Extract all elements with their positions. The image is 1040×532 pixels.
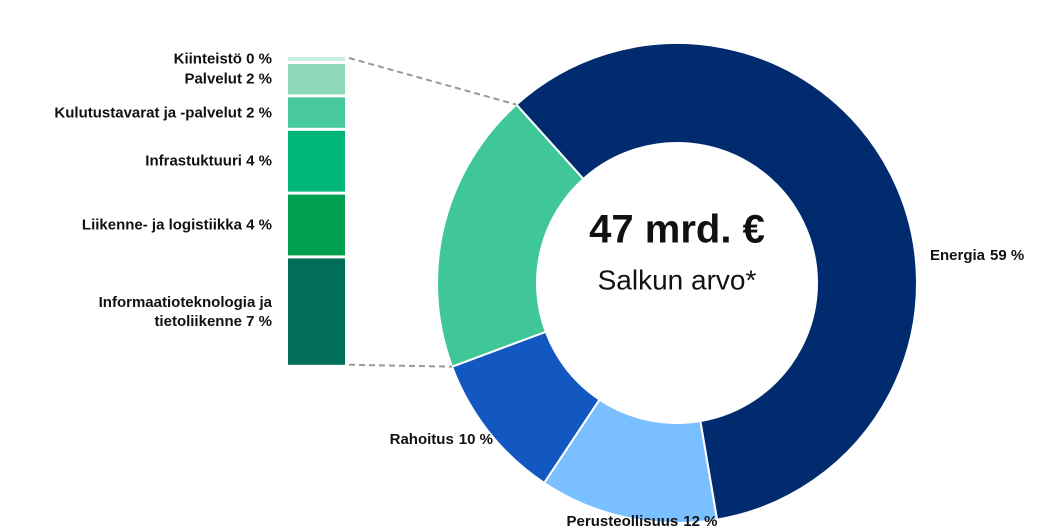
breakout-name: Kiinteistö	[173, 50, 242, 68]
slice-label: Perusteollisuus 12 %	[567, 513, 718, 530]
donut-slice	[514, 42, 918, 521]
slice-value: 10 %	[459, 431, 493, 448]
breakout-label: Palvelut 2 %	[184, 70, 272, 89]
center-label: Salkun arvo*	[598, 264, 757, 295]
breakout-value: 2 %	[246, 104, 272, 122]
slice-value: 12 %	[683, 513, 717, 530]
slice-name: Perusteollisuus	[567, 513, 679, 530]
breakout-value: 4 %	[246, 216, 272, 234]
slice-name: Energia	[930, 247, 986, 264]
slice-value: 59 %	[990, 247, 1024, 264]
breakout-name: Palvelut	[184, 70, 242, 88]
donut-slice	[436, 103, 585, 368]
breakout-bar	[288, 57, 345, 61]
center-value: 47 mrd. €	[589, 208, 765, 252]
breakout-value: 2 %	[246, 70, 272, 88]
breakout-bar	[288, 130, 345, 192]
breakout-label: Infrastuktuuri 4 %	[145, 152, 272, 171]
breakout-name: Infrastuktuuri	[145, 152, 242, 170]
breakout-bar	[288, 97, 345, 128]
breakout-bar	[288, 258, 345, 365]
breakout-name: Kulutustavarat ja -palvelut	[54, 104, 242, 122]
breakout-name: Liikenne- ja logistiikka	[81, 216, 242, 234]
slice-name: Rahoitus	[390, 431, 454, 448]
breakout-value: 4 %	[246, 152, 272, 170]
breakout-value: 0 %	[246, 50, 272, 68]
breakout-label: Kulutustavarat ja -palvelut 2 %	[54, 103, 272, 122]
breakout-bar	[288, 194, 345, 256]
breakout-value: 7 %	[246, 312, 272, 330]
breakout-name: Informaatioteknologia ja tietoliikenne	[98, 293, 272, 330]
slice-label: Rahoitus 10 %	[390, 431, 493, 448]
connector	[348, 57, 517, 106]
breakout-bar	[288, 64, 345, 95]
slice-label: Energia 59 %	[930, 247, 1024, 264]
breakout-label: Informaatioteknologia ja tietoliikenne 7…	[72, 293, 272, 331]
connector	[348, 363, 453, 368]
breakout-label: Kiinteistö 0 %	[174, 50, 272, 69]
breakout-label: Liikenne- ja logistiikka 4 %	[82, 216, 272, 235]
